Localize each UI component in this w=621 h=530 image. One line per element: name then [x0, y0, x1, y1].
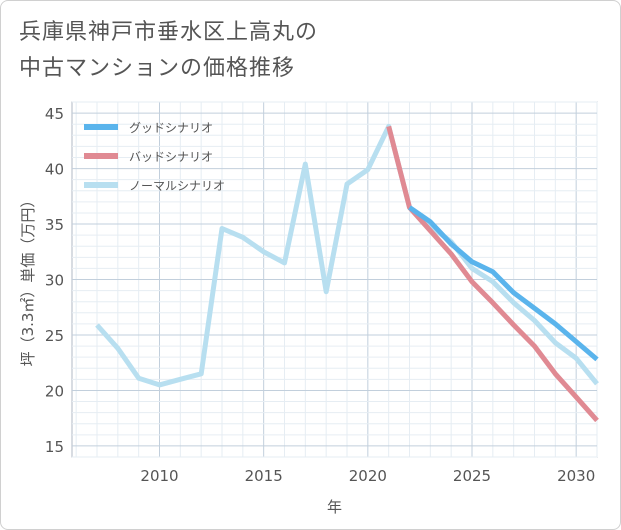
series-line-normal — [95, 123, 599, 388]
x-tick-label: 2030 — [557, 467, 595, 485]
series-line-bad — [386, 125, 599, 423]
x-tick-label: 2015 — [245, 467, 283, 485]
chart-title-line-1: 兵庫県神戸市垂水区上高丸の — [19, 20, 319, 45]
y-tick-label: 30 — [45, 272, 64, 290]
x-tick-label: 2020 — [349, 467, 387, 485]
y-tick-label: 40 — [45, 161, 64, 179]
grid — [71, 101, 598, 458]
legend-label: グッドシナリオ — [129, 121, 213, 135]
y-tick-label: 15 — [45, 438, 64, 456]
series-layer — [95, 123, 599, 423]
x-tick-label: 2025 — [453, 467, 491, 485]
y-tick-label: 45 — [45, 105, 64, 123]
y-axis-label: 坪（3.3㎡）単価（万円） — [19, 193, 37, 367]
legend-label: バッドシナリオ — [129, 150, 213, 164]
y-tick-label: 25 — [45, 327, 64, 345]
x-axis-label: 年 — [327, 498, 342, 516]
series-line-good — [408, 205, 599, 362]
chart-title-line-2: 中古マンションの価格推移 — [19, 56, 296, 81]
legend-label: ノーマルシナリオ — [129, 179, 225, 193]
y-tick-label: 20 — [45, 382, 64, 400]
x-tick-label: 2010 — [140, 467, 178, 485]
chart-title: 兵庫県神戸市垂水区上高丸の 中古マンションの価格推移 — [19, 15, 318, 87]
y-tick-label: 35 — [45, 216, 64, 234]
